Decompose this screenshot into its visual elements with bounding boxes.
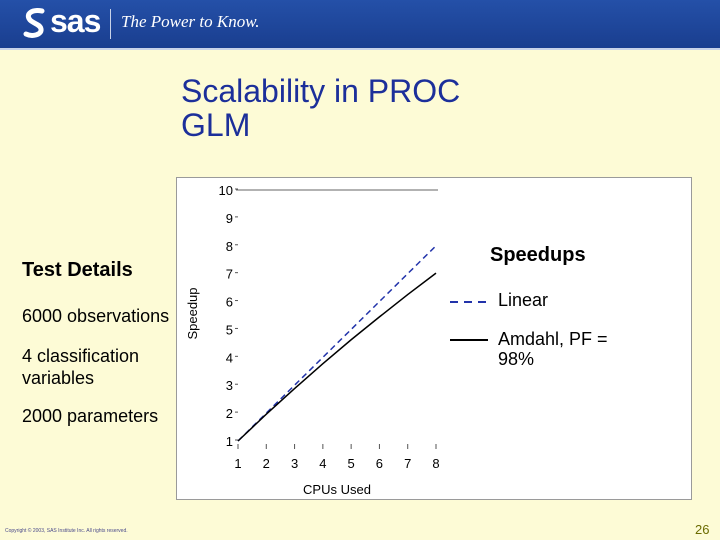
y-tick-label: 6 xyxy=(226,295,233,310)
y-tick-label: 2 xyxy=(226,406,233,421)
slide-title: Scalability in PROC GLM xyxy=(181,74,561,142)
chart-area: 1 2 3 4 5 6 7 8 9 10 1 2 3 4 5 6 7 8 CPUs Used Speedup xyxy=(176,177,692,500)
y-tick-label: 9 xyxy=(226,211,233,226)
x-tick-label: 3 xyxy=(291,456,298,471)
y-tick-label: 10 xyxy=(219,183,233,198)
detail-classification: 4 classification variables xyxy=(22,346,140,388)
series-line-amdahl xyxy=(237,272,437,442)
page-number: 26 xyxy=(695,522,710,537)
y-axis-label: Speedup xyxy=(185,287,200,339)
legend-title: Speedups xyxy=(490,244,586,266)
y-tick-label: 8 xyxy=(226,239,233,254)
x-tick-label: 6 xyxy=(376,456,383,471)
series-line-linear xyxy=(237,245,437,442)
detail-parameters: 2000 parameters xyxy=(22,406,159,426)
x-tick-label: 4 xyxy=(319,456,326,471)
y-tick-label: 1 xyxy=(226,434,233,449)
copyright-text: Copyright © 2003, SAS Institute Inc. All… xyxy=(5,528,128,534)
speedup-chart: 1 2 3 4 5 6 7 8 9 10 1 2 3 4 5 6 7 8 CPUs Used Speedup xyxy=(185,183,440,497)
x-tick-label: 8 xyxy=(432,456,439,471)
tagline: The Power to Know. xyxy=(121,12,260,31)
y-tick-label: 4 xyxy=(226,350,233,365)
slide-title-line2: GLM xyxy=(181,107,251,143)
x-tick-label: 5 xyxy=(348,456,355,471)
logo-text: sas xyxy=(50,3,101,39)
y-tick-label: 3 xyxy=(226,378,233,393)
details-heading: Test Details xyxy=(22,259,133,281)
x-tick-label: 1 xyxy=(234,456,241,471)
legend-label-linear: Linear xyxy=(498,290,549,310)
legend-swatches xyxy=(450,301,490,341)
logo-divider xyxy=(110,9,111,39)
detail-observations: 6000 observations xyxy=(22,306,170,326)
header-bar: sas The Power to Know. xyxy=(0,0,720,50)
sas-logo-icon xyxy=(23,8,45,38)
x-tick-label: 2 xyxy=(263,456,270,471)
y-tick-label: 7 xyxy=(226,267,233,282)
legend-label-amdahl: Amdahl, PF = 98% xyxy=(498,329,608,369)
y-tick-label: 5 xyxy=(226,322,233,337)
slide-title-line1: Scalability in PROC xyxy=(181,73,461,109)
x-tick-label: 7 xyxy=(404,456,411,471)
x-axis-label: CPUs Used xyxy=(303,482,371,497)
